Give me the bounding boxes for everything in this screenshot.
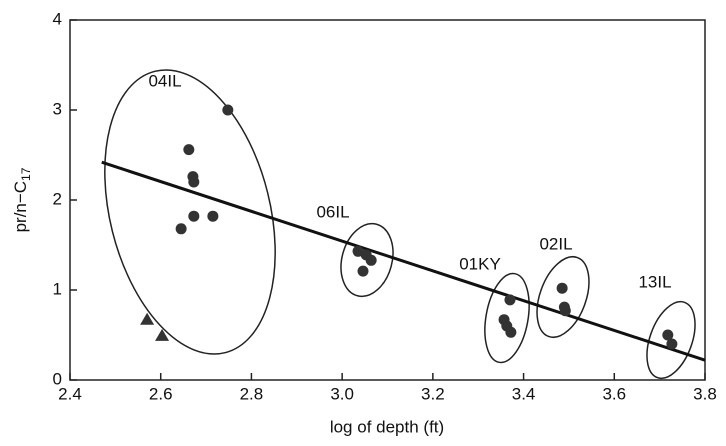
x-tick-label: 2.8 [240,384,264,403]
group-ellipse [646,300,696,380]
x-axis-label: log of depth (ft) [330,417,444,436]
y-axis-label: pr/n−C17 [11,167,33,232]
group-ellipse [536,256,590,338]
x-tick-label: 3.2 [421,384,445,403]
point [222,104,234,116]
x-tick-label: 3.0 [330,384,354,403]
point [357,265,369,277]
y-tick-label: 0 [53,369,62,388]
x-tick-label: 3.4 [512,384,536,403]
y-axis-label-main: pr/n−C [11,181,30,233]
group-label: 04IL [148,71,181,90]
point [556,282,568,294]
point [559,305,571,317]
point [175,223,187,235]
point [666,338,678,350]
point [188,210,200,222]
point [504,294,516,306]
x-tick-label: 2.6 [149,384,173,403]
y-axis-label-sub: 17 [19,167,33,181]
trend-line [101,160,706,362]
group-ellipses [104,69,696,380]
point [207,210,219,222]
point-triangle [155,328,170,341]
group-label: 01KY [459,254,501,273]
group-label: 06IL [316,202,349,221]
point [365,254,377,266]
y-tick-label: 4 [53,9,62,28]
x-tick-label: 3.8 [693,384,717,403]
x-tick-label: 3.6 [602,384,626,403]
point [188,176,200,188]
point [183,144,195,156]
x-tick-label: 2.4 [58,384,82,403]
group-ellipse [484,272,530,364]
group-ellipse [340,222,394,298]
group-ellipse [104,69,276,355]
y-tick-label: 1 [53,279,62,298]
group-label: 13IL [638,272,671,291]
y-tick-label: 2 [53,189,62,208]
point [662,329,674,341]
point-triangle [140,312,155,325]
point [505,326,517,338]
y-tick-label: 3 [53,99,62,118]
group-label: 02IL [539,234,572,253]
